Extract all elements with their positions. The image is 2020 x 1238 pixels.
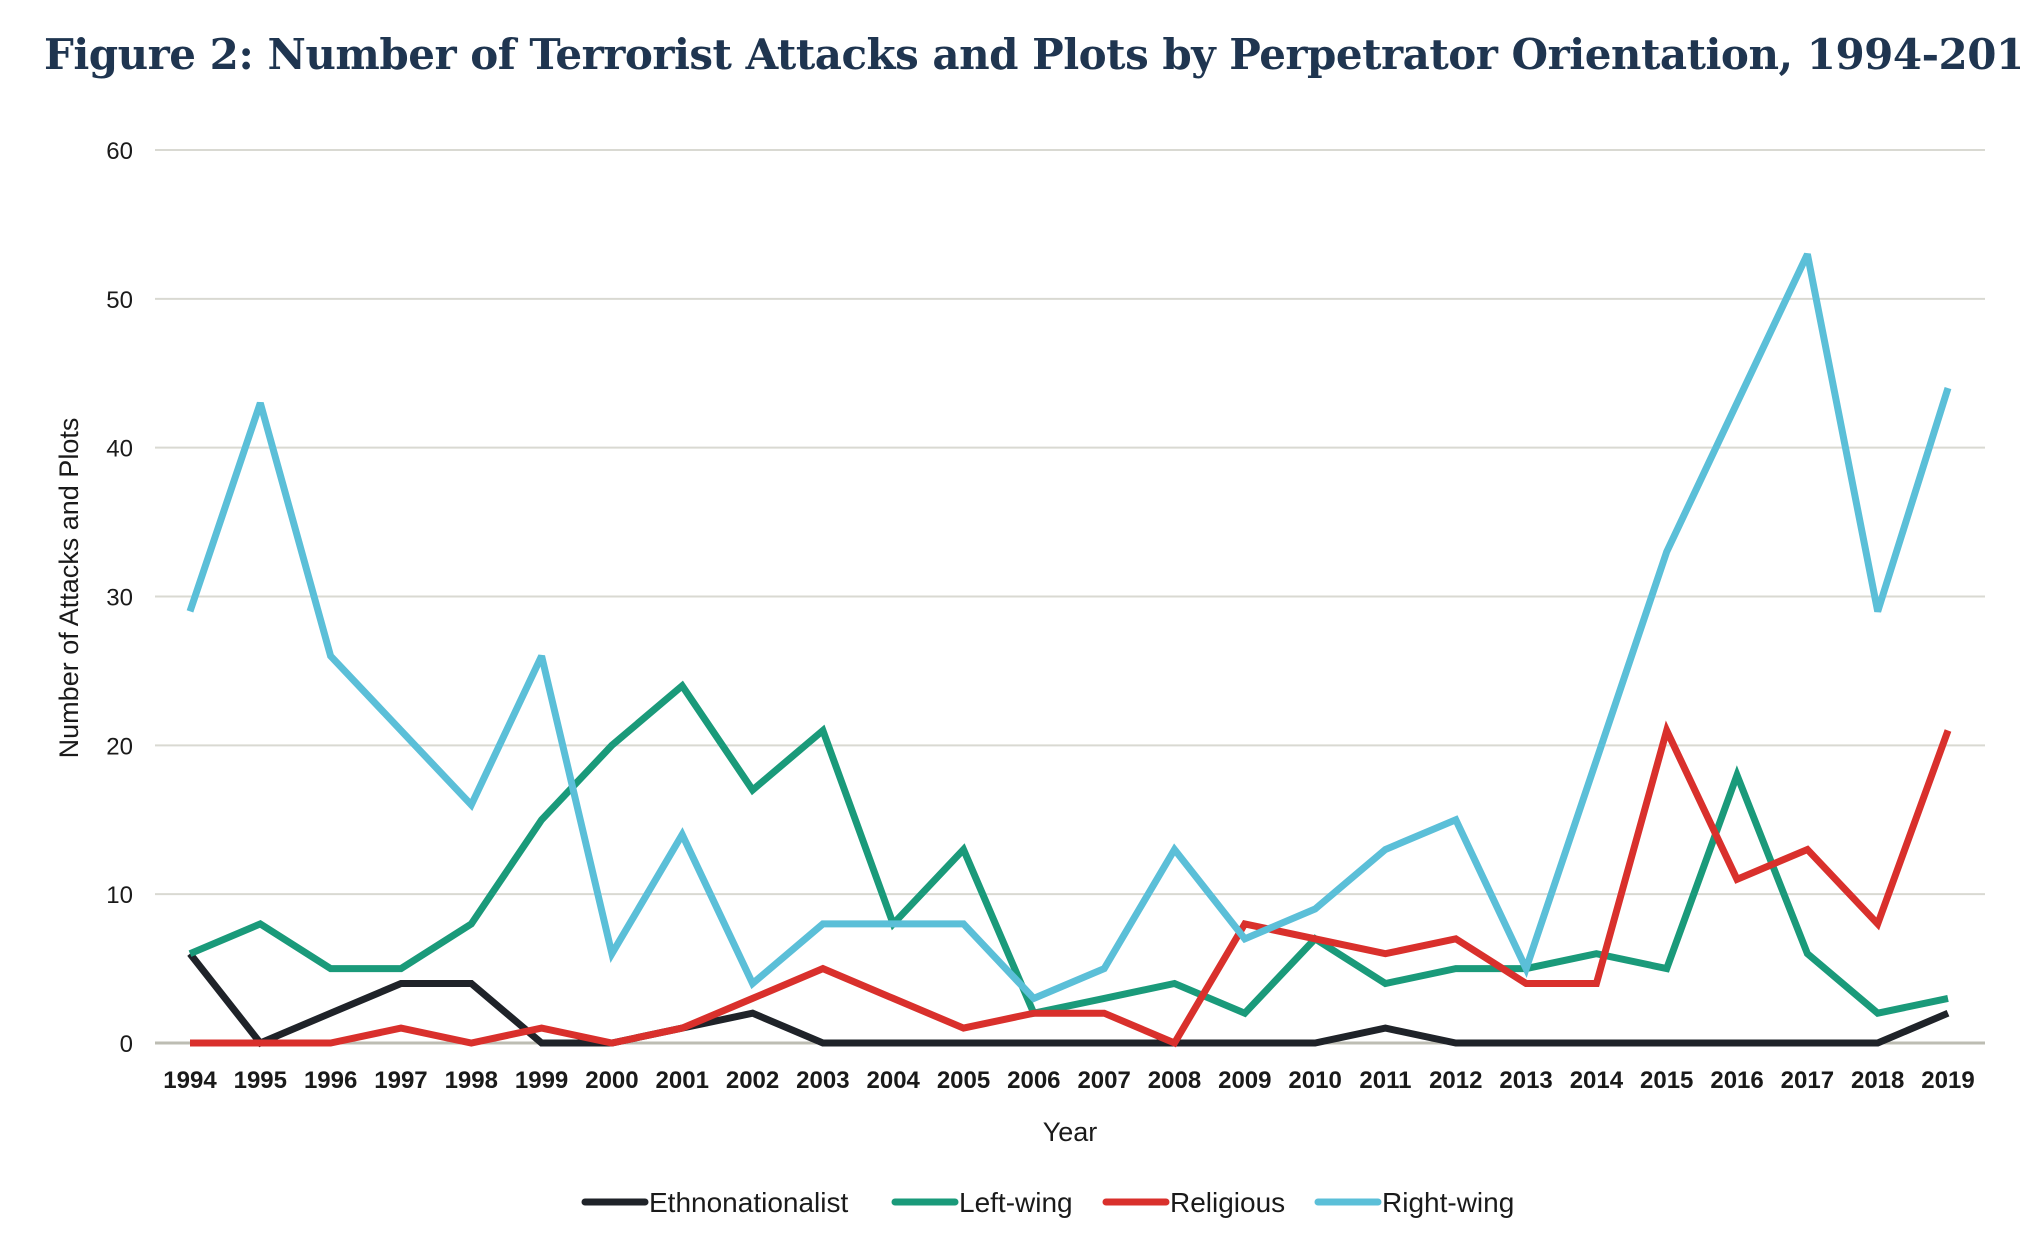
x-tick-label: 2017 — [1781, 1067, 1834, 1094]
legend-label: Left-wing — [959, 1187, 1073, 1218]
x-tick-label: 1994 — [163, 1067, 217, 1094]
x-tick-label: 2001 — [656, 1067, 709, 1094]
chart-title: Figure 2: Number of Terrorist Attacks an… — [44, 30, 2020, 79]
y-tick-label: 60 — [106, 138, 133, 165]
legend-label: Religious — [1170, 1187, 1285, 1218]
x-tick-label: 2000 — [585, 1067, 638, 1094]
x-axis-label: Year — [1043, 1117, 1098, 1147]
y-axis-label: Number of Attacks and Plots — [54, 418, 84, 759]
x-tick-label: 2016 — [1710, 1067, 1763, 1094]
series-lines — [186, 252, 1952, 1048]
x-tick-label: 1999 — [515, 1067, 568, 1094]
x-tick-label: 2015 — [1640, 1067, 1693, 1094]
x-tick-label: 2014 — [1570, 1067, 1624, 1094]
x-tick-label: 2002 — [726, 1067, 779, 1094]
y-axis-ticks: 0 10 20 30 40 50 60 — [106, 138, 133, 1058]
x-tick-label: 1996 — [304, 1067, 357, 1094]
x-tick-label: 2013 — [1499, 1067, 1552, 1094]
legend-item-ethnonationalist: Ethnonationalist — [581, 1187, 848, 1218]
y-tick-label: 40 — [106, 436, 133, 463]
legend-item-left-wing: Left-wing — [891, 1187, 1073, 1218]
legend-label: Right-wing — [1382, 1187, 1514, 1218]
legend: Ethnonationalist Left-wing Religious Right-… — [581, 1187, 1514, 1218]
x-axis-ticks: 1994 1995 1996 1997 1998 1999 2000 2001 2002 2003… — [163, 1067, 1974, 1094]
x-tick-label: 2009 — [1218, 1067, 1271, 1094]
x-tick-label: 2003 — [796, 1067, 849, 1094]
y-tick-label: 20 — [106, 733, 133, 760]
x-tick-label: 2018 — [1851, 1067, 1904, 1094]
y-tick-label: 10 — [106, 882, 133, 909]
y-tick-label: 30 — [106, 585, 133, 612]
x-tick-label: 2004 — [867, 1067, 921, 1094]
y-tick-label: 50 — [106, 287, 133, 314]
x-tick-label: 1995 — [234, 1067, 287, 1094]
x-tick-label: 2011 — [1359, 1067, 1411, 1094]
gridlines — [155, 149, 1985, 1045]
x-tick-label: 2019 — [1921, 1067, 1974, 1094]
legend-item-religious: Religious — [1102, 1187, 1285, 1218]
legend-item-right-wing: Right-wing — [1314, 1187, 1514, 1218]
x-tick-label: 2007 — [1077, 1067, 1130, 1094]
x-tick-label: 2008 — [1148, 1067, 1201, 1094]
x-tick-label: 2012 — [1429, 1067, 1482, 1094]
series-line-right-wing — [186, 252, 1952, 1003]
series-line-ethnonationalist — [187, 951, 1950, 1048]
legend-label: Ethnonationalist — [649, 1187, 848, 1218]
x-tick-label: 2005 — [937, 1067, 990, 1094]
x-tick-label: 2006 — [1007, 1067, 1060, 1094]
y-tick-label: 0 — [120, 1031, 133, 1058]
x-tick-label: 2010 — [1288, 1067, 1341, 1094]
x-tick-label: 1998 — [445, 1067, 498, 1094]
series-line-left-wing — [188, 680, 1949, 1018]
series-line-religious — [190, 720, 1952, 1048]
x-tick-label: 1997 — [374, 1067, 427, 1094]
